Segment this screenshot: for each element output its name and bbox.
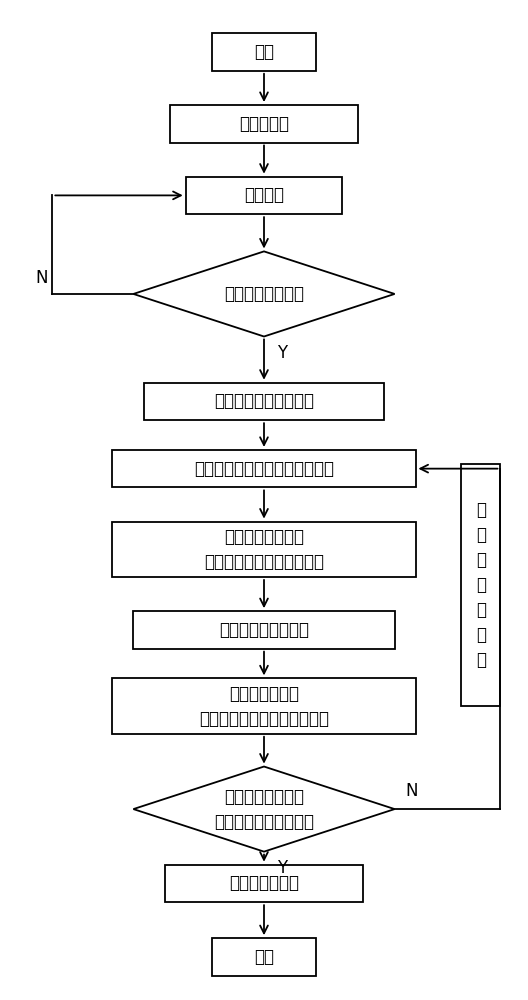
Text: 结束: 结束 bbox=[254, 948, 274, 966]
Text: N: N bbox=[405, 782, 418, 800]
Bar bbox=[112, 678, 416, 734]
Text: 进行正演计算计算
实测值和计算值直接的残差: 进行正演计算计算 实测值和计算值直接的残差 bbox=[204, 528, 324, 571]
Text: 修
改
电
阻
率
参
数: 修 改 电 阻 率 参 数 bbox=[476, 501, 486, 669]
Text: 是否为半空间数据: 是否为半空间数据 bbox=[224, 285, 304, 303]
Bar bbox=[212, 938, 316, 976]
Text: 进行三维分割，形成三维数据体: 进行三维分割，形成三维数据体 bbox=[194, 460, 334, 478]
Text: 输出三维数据体: 输出三维数据体 bbox=[229, 874, 299, 892]
Bar bbox=[212, 33, 316, 71]
Text: Y: Y bbox=[277, 344, 287, 362]
Text: N: N bbox=[36, 269, 48, 287]
Text: 实测值与计算值之
间的残差是否达到精度: 实测值与计算值之 间的残差是否达到精度 bbox=[214, 788, 314, 831]
Bar bbox=[170, 105, 358, 143]
Bar bbox=[134, 611, 394, 649]
Text: Y: Y bbox=[277, 859, 287, 877]
Text: 根据资料建立地电模型: 根据资料建立地电模型 bbox=[214, 392, 314, 410]
Bar bbox=[112, 522, 416, 577]
Text: 数据预处理: 数据预处理 bbox=[239, 115, 289, 133]
Bar bbox=[144, 383, 384, 420]
Polygon shape bbox=[134, 251, 394, 336]
Bar bbox=[112, 450, 416, 487]
Bar bbox=[165, 865, 363, 902]
Text: 开始: 开始 bbox=[254, 43, 274, 61]
Polygon shape bbox=[134, 767, 394, 852]
Text: 解线性最小二乘
方程计算电阻率参数修改正量: 解线性最小二乘 方程计算电阻率参数修改正量 bbox=[199, 685, 329, 728]
Bar bbox=[461, 464, 501, 706]
Text: 数据转换: 数据转换 bbox=[244, 186, 284, 204]
Text: 计算反演雅克比矩阵: 计算反演雅克比矩阵 bbox=[219, 621, 309, 639]
Bar bbox=[186, 177, 342, 214]
